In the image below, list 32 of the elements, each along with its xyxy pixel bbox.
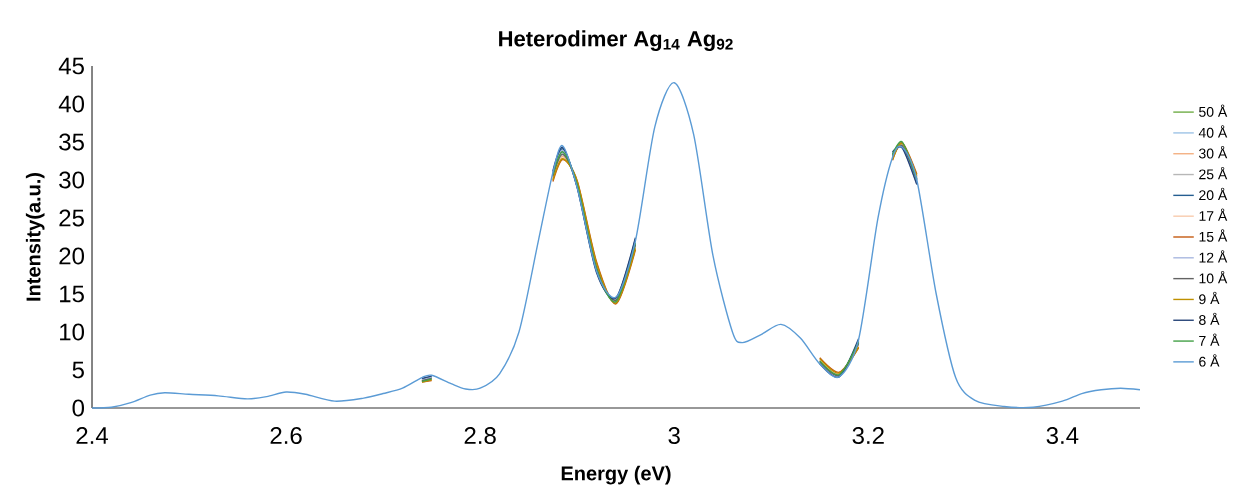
legend-label: 6 Å xyxy=(1199,354,1220,367)
y-tick-label: 10 xyxy=(60,323,85,341)
x-tick-label: 3 xyxy=(668,427,680,445)
x-tick-label: 3.2 xyxy=(852,427,884,445)
legend-label: 10 Å xyxy=(1199,271,1228,284)
y-tick-label: 35 xyxy=(59,133,84,151)
x-tick-label: 2.8 xyxy=(464,427,496,445)
y-tick-label: 30 xyxy=(59,171,85,189)
legend-label: 17 Å xyxy=(1199,208,1228,221)
x-tick-label: 2.4 xyxy=(76,427,108,444)
x-axis-title: Energy (eV) xyxy=(561,465,671,485)
legend-label: 30 Å xyxy=(1199,146,1228,159)
legend-label: 12 Å xyxy=(1199,250,1228,263)
x-tick-label: 2.6 xyxy=(270,427,302,445)
legend-label: 7 Å xyxy=(1199,333,1220,346)
y-axis-title: Intensity(a.u.) xyxy=(25,172,45,301)
y-tick-label: 45 xyxy=(58,57,84,75)
y-tick-label: 20 xyxy=(59,247,85,265)
y-tick-label: 40 xyxy=(58,95,85,113)
x-tick-label: 3.4 xyxy=(1046,427,1079,445)
legend-label: 50 Å xyxy=(1199,104,1228,117)
y-tick-label: 5 xyxy=(72,361,84,379)
legend-label: 40 Å xyxy=(1198,125,1228,138)
legend-label: 25 Å xyxy=(1199,166,1228,180)
legend-label: 8 Å xyxy=(1199,312,1220,325)
legend-label: 15 Å xyxy=(1199,229,1228,242)
chart-title: Heterodimer Ag$_{14}$ Ag$_{92}$ xyxy=(499,30,733,51)
legend-label: 20 Å xyxy=(1199,187,1228,201)
y-tick-label: 25 xyxy=(59,209,84,227)
legend-label: 9 Å xyxy=(1199,291,1220,305)
y-tick-label: 0 xyxy=(72,399,85,417)
y-tick-label: 15 xyxy=(60,285,84,303)
